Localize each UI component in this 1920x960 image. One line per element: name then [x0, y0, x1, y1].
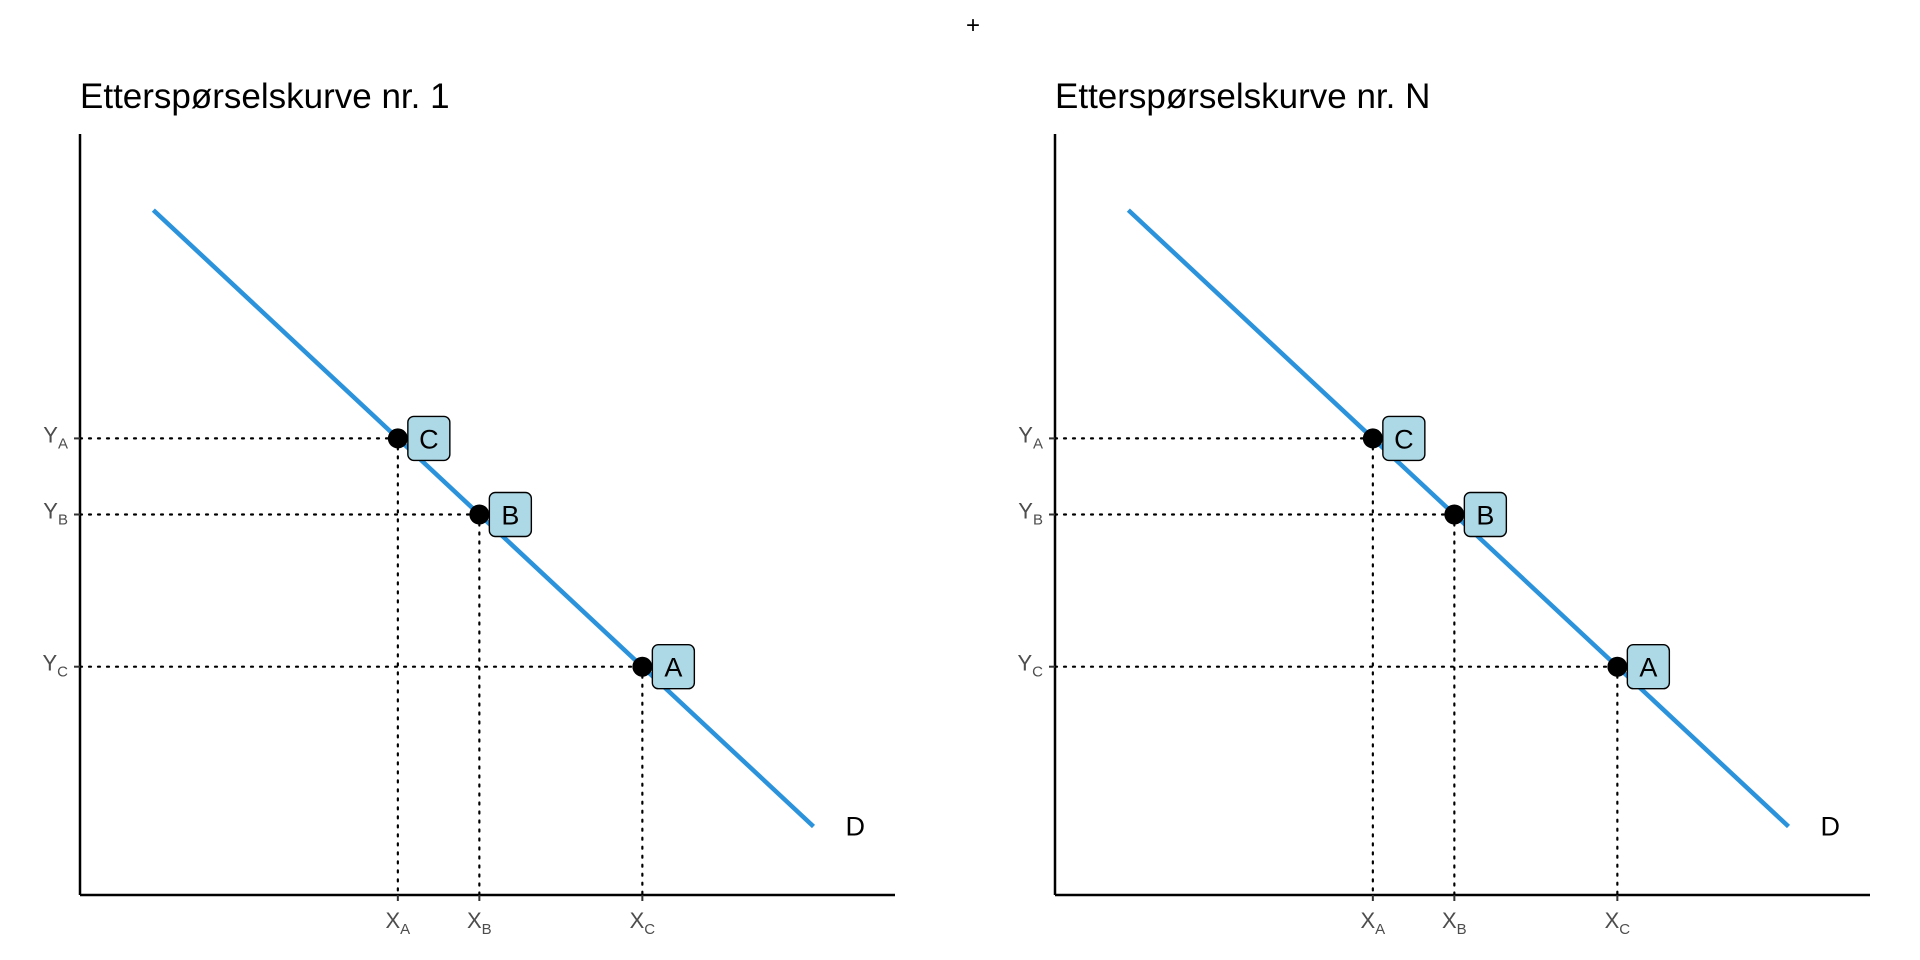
y-tick-main: Y	[42, 651, 57, 676]
chart-title: Etterspørselskurve nr. N	[1055, 77, 1430, 116]
y-tick-sub: A	[1033, 435, 1043, 452]
y-tick-main: Y	[1018, 422, 1033, 447]
x-tick-label: XA	[385, 908, 410, 938]
point-label-A: A	[1639, 653, 1657, 683]
y-tick-sub: C	[1032, 664, 1043, 681]
y-tick-label: YB	[1018, 499, 1043, 529]
x-tick-main: X	[385, 908, 400, 933]
point-label-B: B	[1476, 501, 1494, 531]
x-tick-sub: B	[482, 921, 492, 938]
x-tick-label: XB	[1442, 908, 1467, 938]
x-tick-main: X	[1442, 908, 1457, 933]
point-B	[469, 504, 490, 525]
x-tick-label: XC	[1605, 908, 1631, 938]
point-label-C: C	[419, 424, 439, 454]
y-tick-label: YC	[1017, 651, 1043, 681]
x-tick-sub: B	[1457, 921, 1467, 938]
point-A	[632, 656, 653, 677]
y-tick-label: YC	[42, 651, 68, 681]
point-label-C: C	[1394, 424, 1414, 454]
x-tick-label: XB	[467, 908, 492, 938]
point-label-A: A	[664, 653, 682, 683]
x-tick-main: X	[630, 908, 645, 933]
x-tick-sub: C	[644, 921, 655, 938]
y-tick-sub: A	[58, 435, 68, 452]
point-C	[1362, 428, 1383, 449]
point-B	[1444, 504, 1465, 525]
point-label-box-B	[488, 491, 533, 538]
chart-title: Etterspørselskurve nr. 1	[80, 77, 450, 116]
y-tick-main: Y	[1018, 499, 1033, 524]
x-tick-label: XC	[630, 908, 656, 938]
y-tick-label: YA	[1018, 422, 1043, 452]
point-C	[387, 428, 408, 449]
point-label-box-C	[407, 415, 451, 462]
y-tick-sub: B	[1033, 512, 1043, 529]
x-tick-main: X	[1605, 908, 1620, 933]
x-tick-main: X	[467, 908, 482, 933]
demand-curve-label: D	[846, 812, 866, 842]
point-label-box-A	[1626, 644, 1671, 690]
x-tick-sub: C	[1619, 921, 1630, 938]
y-tick-main: Y	[43, 499, 58, 524]
x-tick-sub: A	[1375, 921, 1385, 938]
plus-sign: +	[966, 12, 980, 39]
demand-curve-label: D	[1821, 812, 1841, 842]
point-label-B: B	[501, 501, 519, 531]
x-tick-main: X	[1360, 908, 1375, 933]
y-tick-label: YA	[43, 422, 68, 452]
x-tick-sub: A	[400, 921, 410, 938]
point-label-box-C	[1382, 415, 1426, 462]
point-A	[1607, 656, 1628, 677]
point-label-box-B	[1463, 491, 1508, 538]
x-tick-label: XA	[1360, 908, 1385, 938]
y-tick-main: Y	[1017, 651, 1032, 676]
y-tick-sub: B	[58, 512, 68, 529]
y-tick-label: YB	[43, 499, 68, 529]
point-label-box-A	[651, 644, 696, 690]
y-tick-main: Y	[43, 422, 58, 447]
y-tick-sub: C	[57, 664, 68, 681]
